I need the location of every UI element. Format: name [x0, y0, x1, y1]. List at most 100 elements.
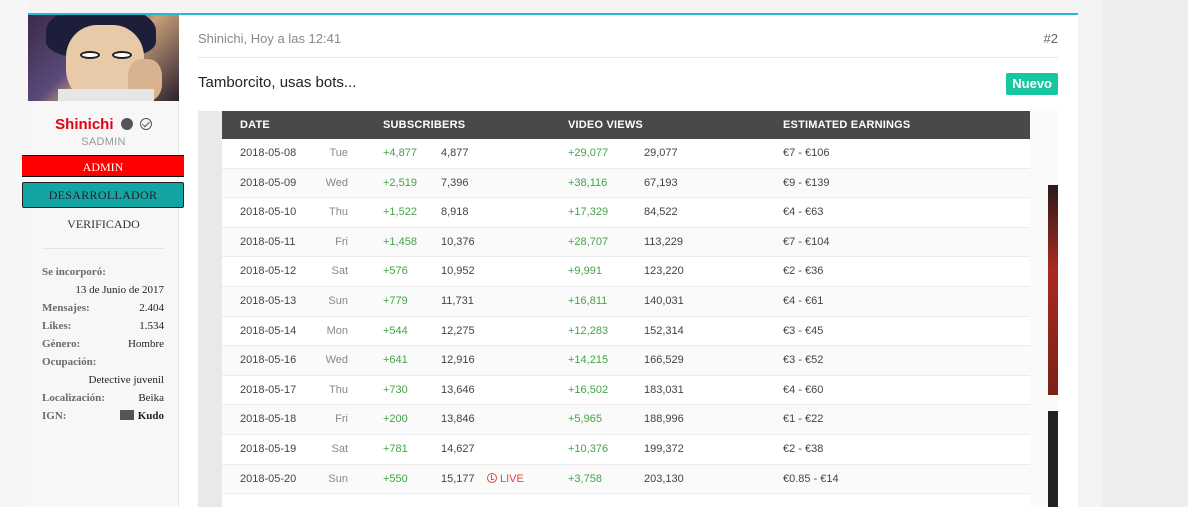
- cell-day: Thu: [329, 383, 348, 396]
- stat-value: Hombre: [127, 338, 164, 350]
- table-row: 2018-05-16 Wed +641 12,916 +14,215 166,529 €3 …: [222, 346, 1030, 376]
- cell-earnings: €3 - €45: [783, 324, 824, 337]
- clock-icon: [487, 472, 497, 483]
- cell-earnings: €9 - €139: [783, 176, 830, 189]
- page-background-right: [1102, 0, 1188, 507]
- cell-views-total: 29,077: [644, 147, 678, 159]
- cell-date: 2018-05-20: [240, 472, 297, 485]
- cell-date: 2018-05-18: [240, 413, 297, 426]
- embedded-screenshot[interactable]: DATE SUBSCRIBERS VIDEO VIEWS ESTIMATED E…: [198, 111, 1058, 507]
- cell-subscribers-delta: +730: [383, 383, 408, 396]
- post-timestamp[interactable]: Shinichi, Hoy a las 12:41: [198, 31, 342, 46]
- header-video-views: VIDEO VIEWS: [568, 119, 643, 131]
- ign-name: Kudo: [137, 410, 164, 422]
- table-row: 2018-05-10 Thu +1,522 8,918 +17,329 84,522 €4 …: [222, 198, 1030, 228]
- cell-day: Sun: [328, 294, 348, 307]
- cell-subscribers-total: 13,646: [441, 383, 475, 396]
- cell-subscribers-delta: +550: [383, 472, 408, 485]
- page-background-left: [0, 0, 28, 507]
- cell-subscribers-total: 14,627: [441, 442, 475, 455]
- header-date: DATE: [240, 119, 270, 131]
- table-row: 2018-05-12 Sat +576 10,952 +9,991 123,220 €2 -…: [222, 257, 1030, 287]
- ign-avatar-icon: [119, 410, 134, 420]
- cell-date: 2018-05-19: [240, 442, 297, 455]
- cell-day: Sat: [331, 265, 348, 278]
- staff-gear-icon: [120, 118, 133, 130]
- cell-views-delta: +12,283: [568, 324, 609, 337]
- cell-earnings: €4 - €60: [783, 383, 824, 396]
- cell-subscribers-total: 4,877: [441, 147, 469, 159]
- cell-earnings: €2 - €36: [783, 265, 824, 278]
- table-row: 2018-05-14 Mon +544 12,275 +12,283 152,314 €3 …: [222, 317, 1030, 347]
- user-stats: Se incorporó: 13 de Junio de 2017 Mensaj…: [42, 263, 164, 425]
- stats-table: DATE SUBSCRIBERS VIDEO VIEWS ESTIMATED E…: [222, 111, 1030, 507]
- cell-subscribers-delta: +576: [383, 265, 408, 278]
- cell-subscribers-total: 15,177: [441, 472, 475, 485]
- forum-post: Shinichi SADMIN ADMIN DESARROLLADOR VERI…: [22, 13, 1078, 507]
- post-number-link[interactable]: #2: [1043, 31, 1058, 46]
- stat-value: Beika: [138, 392, 164, 404]
- stat-value[interactable]: 2.404: [139, 302, 164, 314]
- cell-earnings: €0.85 - €14: [783, 472, 839, 485]
- cell-views-total: 140,031: [644, 294, 684, 307]
- stat-gender: Género: Hombre: [42, 335, 164, 353]
- stat-messages[interactable]: Mensajes: 2.404: [42, 299, 164, 317]
- stat-label: Likes:: [42, 320, 72, 332]
- screenshot-red-strip: [1048, 185, 1058, 395]
- stat-label: Ocupación:: [42, 356, 97, 368]
- header-subscribers: SUBSCRIBERS: [383, 119, 466, 131]
- table-row: 2018-05-13 Sun +779 11,731 +16,811 140,031 €4 …: [222, 286, 1030, 317]
- username[interactable]: Shinichi: [28, 116, 179, 133]
- table-row: 2018-05-09 Wed +2,519 7,396 +38,116 67,193 €9 …: [222, 168, 1030, 199]
- cell-views-total: 84,522: [644, 206, 678, 219]
- cell-views-total: 166,529: [644, 354, 684, 367]
- stat-value: 13 de Junio de 2017: [75, 284, 164, 296]
- cell-subscribers-total: 12,916: [441, 354, 475, 367]
- post-meta-divider: [198, 57, 1058, 58]
- cell-subscribers-total: 13,846: [441, 413, 475, 426]
- cell-views-delta: +16,811: [568, 294, 608, 307]
- cell-subscribers-delta: +781: [383, 442, 408, 455]
- screenshot-dark-strip: [1048, 411, 1058, 507]
- avatar-eye: [112, 51, 132, 59]
- user-title: SADMIN: [81, 136, 126, 148]
- username-text[interactable]: Shinichi: [55, 116, 114, 133]
- cell-subscribers-total: 7,396: [441, 176, 469, 189]
- cell-day: Fri: [335, 235, 348, 248]
- stat-label: Se incorporó:: [42, 266, 106, 278]
- table-row: 2018-05-20 Sun +550 15,177 +3,758 203,130 €0.8…: [222, 464, 1030, 495]
- cell-subscribers-delta: +779: [383, 294, 408, 307]
- cell-day: Wed: [325, 354, 348, 367]
- cell-day: Sat: [331, 442, 348, 455]
- cell-views-total: 123,220: [644, 265, 684, 278]
- table-row: 2018-05-19 Sat +781 14,627 +10,376 199,372 €2 …: [222, 435, 1030, 465]
- table-row: 2018-05-11 Fri +1,458 10,376 +28,707 113,229 €…: [222, 227, 1030, 258]
- cell-subscribers-total: 10,952: [441, 265, 475, 278]
- cell-day: Fri: [335, 413, 348, 426]
- cell-views-delta: +28,707: [568, 235, 609, 248]
- cell-subscribers-delta: +4,877: [383, 147, 417, 159]
- cell-earnings: €1 - €22: [783, 413, 824, 426]
- cell-subscribers-total: 12,275: [441, 324, 475, 337]
- cell-subscribers-total: 8,918: [441, 206, 469, 219]
- cell-day: Wed: [325, 176, 348, 189]
- cell-views-delta: +38,116: [568, 176, 608, 189]
- cell-day: Sun: [328, 472, 348, 485]
- cell-date: 2018-05-09: [240, 176, 297, 189]
- stat-label: Mensajes:: [42, 302, 90, 314]
- cell-date: 2018-05-13: [240, 294, 297, 307]
- stats-table-body: 2018-05-08 Tue +4,877 4,877 +29,077 29,077 €7 …: [222, 139, 1030, 495]
- stat-value: Detective juvenil: [88, 374, 164, 386]
- cell-views-delta: +16,502: [568, 383, 609, 396]
- stat-label: IGN:: [42, 410, 67, 422]
- cell-date: 2018-05-12: [240, 265, 297, 278]
- cell-views-total: 67,193: [644, 176, 678, 189]
- table-row: 2018-05-17 Thu +730 13,646 +16,502 183,031 €4 …: [222, 376, 1030, 406]
- cell-day: Tue: [329, 147, 348, 159]
- stat-joined: Se incorporó: 13 de Junio de 2017: [42, 263, 164, 299]
- cell-earnings: €7 - €106: [783, 147, 830, 159]
- cell-views-total: 199,372: [644, 442, 684, 455]
- header-estimated-earnings: ESTIMATED EARNINGS: [783, 119, 911, 131]
- avatar[interactable]: [28, 15, 179, 101]
- cell-views-total: 113,229: [644, 235, 683, 248]
